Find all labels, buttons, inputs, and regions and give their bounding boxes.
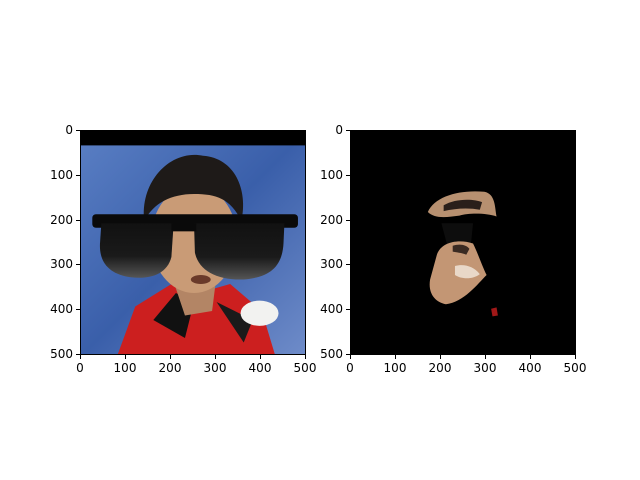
x-tick-mark [575, 355, 576, 359]
y-tick-label: 500 [320, 347, 343, 361]
x-tick-label: 200 [158, 361, 182, 375]
y-tick-label: 500 [50, 347, 73, 361]
y-tick-label: 0 [65, 123, 73, 137]
y-tick-mark [76, 354, 80, 355]
y-tick-mark [346, 130, 350, 131]
y-tick-mark [76, 174, 80, 176]
y-tick-mark [76, 309, 80, 311]
x-tick-label: 300 [203, 361, 227, 375]
y-tick-label: 0 [335, 123, 343, 137]
y-tick-mark [76, 264, 80, 266]
x-tick-label: 300 [473, 361, 497, 375]
y-tick-mark [346, 264, 350, 266]
hair [143, 154, 244, 221]
y-tick-label: 200 [320, 212, 343, 227]
x-tick-mark [305, 355, 306, 359]
left-image-panel [80, 130, 306, 355]
x-tick-mark [485, 355, 486, 359]
y-tick-mark [76, 130, 80, 131]
right-image-panel [350, 130, 576, 355]
y-tick-mark [76, 219, 80, 221]
x-tick-label: 100 [113, 361, 137, 375]
y-tick-label: 100 [320, 167, 343, 182]
y-tick-mark [346, 309, 350, 311]
y-tick-mark [346, 174, 350, 176]
x-tick-mark [440, 355, 441, 359]
y-tick-label: 300 [320, 257, 343, 272]
x-tick-label: 0 [346, 361, 354, 375]
y-tick-label: 100 [50, 167, 73, 182]
x-tick-mark [170, 355, 171, 359]
y-tick-label: 400 [50, 302, 73, 317]
shuttlecock [240, 300, 279, 326]
masked-face-image [351, 131, 575, 354]
x-tick-label: 200 [428, 361, 452, 375]
top-black-bar [81, 131, 305, 146]
x-tick-label: 500 [293, 361, 317, 375]
x-tick-mark [395, 355, 396, 359]
x-tick-mark [260, 355, 261, 359]
x-tick-label: 400 [518, 361, 542, 375]
sunglasses [92, 214, 298, 280]
sunglasses-photo [81, 131, 305, 354]
x-tick-mark [125, 355, 126, 359]
y-tick-label: 200 [50, 212, 73, 227]
x-tick-mark [215, 355, 216, 359]
red-speck [491, 307, 498, 317]
red-jersey [117, 284, 275, 354]
x-tick-mark [530, 355, 531, 359]
y-tick-mark [346, 219, 350, 221]
x-tick-mark [80, 355, 81, 359]
y-tick-label: 300 [50, 257, 73, 272]
x-tick-label: 0 [76, 361, 84, 375]
x-tick-label: 500 [563, 361, 587, 375]
x-tick-label: 100 [383, 361, 407, 375]
x-tick-label: 400 [248, 361, 272, 375]
y-tick-mark [346, 354, 350, 355]
x-tick-mark [350, 355, 351, 359]
y-tick-label: 400 [320, 302, 343, 317]
